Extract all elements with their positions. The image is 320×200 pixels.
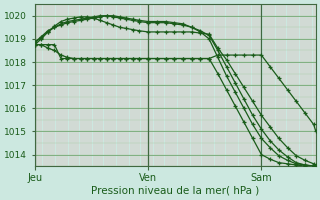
X-axis label: Pression niveau de la mer( hPa ): Pression niveau de la mer( hPa ) [91, 186, 260, 196]
